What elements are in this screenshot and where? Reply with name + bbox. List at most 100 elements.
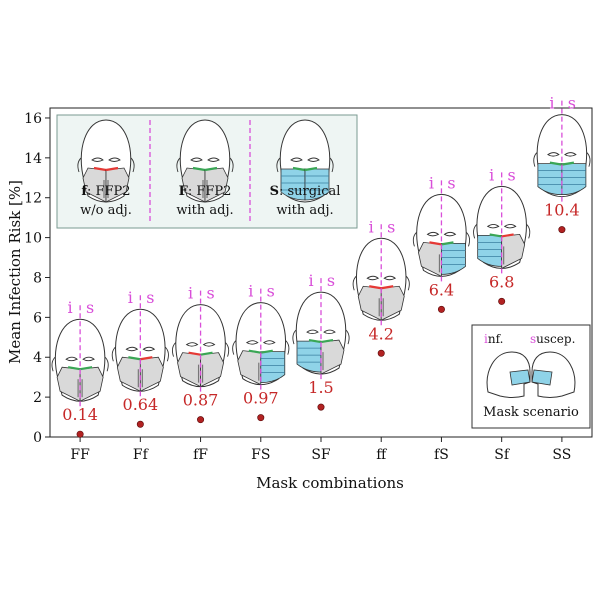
legend-head-S-ear-left — [276, 157, 281, 173]
head-marker-FS-ear-right — [285, 340, 290, 355]
head-marker-Ff-right-nose-clip — [140, 356, 153, 361]
head-marker-ff-eye-right — [383, 275, 397, 281]
y-tick-label-4: 4 — [33, 350, 42, 366]
head-marker-Ff-ear-right — [165, 346, 169, 362]
data-point-SS — [558, 226, 566, 234]
legend-item-f-label: : FFP2 — [87, 184, 131, 199]
x-axis: FF Ff fF FS SF ff fS Sf SS — [70, 437, 571, 463]
head-marker-fF-ear-right — [225, 342, 230, 357]
data-point-fS — [437, 305, 445, 313]
head-marker-Sf-left-mask — [477, 235, 503, 267]
head-marker-Sf-letter-i: i — [489, 165, 494, 184]
head-marker-fF-eye-right — [202, 342, 216, 347]
legend-head-S-ear-right — [329, 157, 334, 173]
legend-head-F-ear-right — [229, 157, 234, 173]
legend-item-S-letter: S — [270, 184, 279, 199]
head-marker-Sf-eye-right — [503, 223, 517, 229]
head-marker-Sf-ear-left — [473, 224, 477, 239]
head-marker-SS-eye-left — [547, 152, 560, 157]
legend-head-f-left-nose-clip — [93, 166, 107, 172]
scenario-heads-icon — [486, 351, 576, 398]
head-marker-SF-left-nose-clip — [308, 339, 322, 344]
head-marker-fS-ear-left — [412, 232, 417, 247]
y-tick-label-6: 6 — [33, 310, 42, 326]
y-axis-title: Mean Infection Risk [%] — [6, 180, 24, 364]
scenario-inf-label: inf. — [484, 332, 503, 346]
head-marker-fS-letter-i: i — [429, 173, 434, 192]
head-marker-FS-ear-left — [232, 340, 237, 355]
legend-head-f-ear-left — [77, 157, 82, 173]
x-tick-label-Sf: Sf — [494, 447, 511, 463]
scenario-sus-initial: s — [530, 332, 536, 346]
data-points: 0.14 0.64 0.87 0.97 1.5 4.2 6.4 6.8 10.4 — [62, 201, 580, 438]
head-marker-fF-left-nose-clip — [188, 351, 201, 356]
head-marker-ff-ear-right — [405, 275, 410, 291]
legend-item-f-letter: f — [81, 184, 88, 199]
data-point-SF — [317, 403, 325, 411]
legend-item-f: f: FFP2 — [81, 184, 130, 199]
head-marker-fF-letter-i: i — [188, 284, 193, 303]
y-tick-label-2: 2 — [33, 390, 42, 406]
head-marker-Sf-ear-right — [526, 224, 531, 239]
head-marker-Ff-ear-left — [111, 346, 116, 362]
head-marker-FF-ear-right — [104, 356, 109, 372]
value-label-fS: 6.4 — [429, 280, 454, 299]
x-tick-label-Ff: Ff — [133, 447, 150, 463]
head-marker-SF-right-nose-clip — [320, 339, 334, 344]
mask-legend: f: FFP2 w/o adj. F: FFP2 with adj. S: su… — [56, 114, 358, 229]
x-tick-label-fS: fS — [434, 447, 449, 463]
head-marker-fS-right-nose-clip — [441, 241, 454, 246]
head-marker-Ff-left-nose-clip — [128, 356, 141, 361]
head-marker-fS-eye-left — [426, 231, 440, 237]
legend-head-f-eye-left — [91, 157, 104, 162]
value-label-SS: 10.4 — [544, 201, 580, 220]
legend-head-S-right-mask — [304, 168, 330, 201]
legend-head-f-eye-right — [108, 157, 121, 162]
head-marker-fS-ear-right — [466, 232, 471, 247]
legend-item-S: S: surgical — [270, 184, 341, 199]
head-marker-SS-letter-s: s — [568, 94, 576, 113]
head-marker-ff-right-nose-clip — [381, 285, 394, 290]
head-marker-Sf-letter-s: s — [508, 165, 516, 184]
head-marker-FF-letter-s: s — [86, 298, 94, 317]
value-label-Sf: 6.8 — [489, 272, 514, 291]
value-label-fF: 0.87 — [183, 391, 219, 410]
head-marker-FS-eye-right — [262, 340, 276, 345]
head-marker-Sf-eye-left — [486, 223, 500, 229]
head-marker-FF-eye-right — [82, 356, 95, 362]
legend-item-F-label: : FFP2 — [188, 184, 232, 199]
head-marker-SS-right-mask — [561, 163, 587, 196]
scenario-inf-rest: nf. — [488, 332, 504, 346]
head-marker-fF-right-nose-clip — [200, 351, 213, 356]
value-label-FF: 0.14 — [62, 405, 98, 424]
x-tick-label-SF: SF — [311, 447, 331, 463]
y-tick-label-8: 8 — [33, 270, 42, 286]
head-marker-fF-ear-left — [171, 342, 176, 357]
value-label-SF: 1.5 — [308, 378, 333, 397]
data-point-FS — [257, 414, 265, 422]
head-marker-fS-right-mask — [441, 242, 466, 275]
head-marker-FF-ear-left — [51, 356, 56, 372]
legend-head-F-ear-left — [176, 157, 181, 173]
data-point-Sf — [498, 297, 506, 305]
head-marker-FS-letter-i: i — [248, 282, 253, 301]
x-tick-label-FF: FF — [70, 447, 90, 463]
mask-scenario-inset: inf. suscep. Mask scenario — [471, 324, 591, 429]
head-marker-ff-eye-left — [366, 275, 380, 281]
data-point-fF — [197, 416, 205, 424]
x-tick-label-ff: ff — [376, 447, 387, 463]
y-axis: 0 2 4 6 8 10 12 14 16 — [24, 111, 50, 446]
head-marker-FF-right-nose-clip — [79, 366, 93, 371]
head-marker-SS-ear-left — [533, 152, 538, 167]
legend-item-f-sub: w/o adj. — [80, 203, 132, 218]
legend-item-F-sub: with adj. — [176, 203, 233, 218]
legend-head-S — [276, 119, 334, 203]
